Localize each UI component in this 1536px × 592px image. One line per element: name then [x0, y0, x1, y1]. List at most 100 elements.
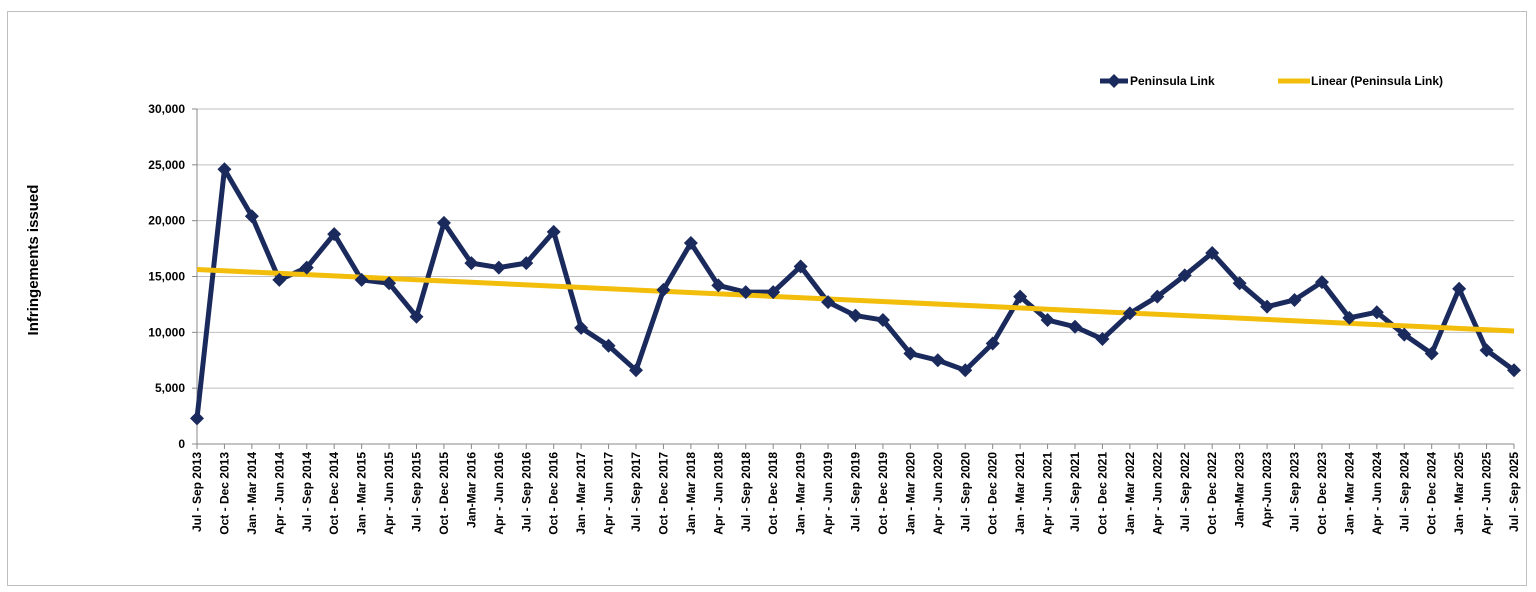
- x-tick-label: Apr - Jun 2014: [272, 452, 286, 535]
- data-point: [821, 295, 836, 310]
- data-point: [491, 260, 506, 275]
- data-point: [1287, 292, 1302, 307]
- x-tick-label: Oct - Dec 2024: [1425, 452, 1439, 535]
- data-point: [1068, 319, 1082, 334]
- data-point: [1424, 346, 1439, 361]
- data-point: [574, 320, 589, 335]
- x-tick-label: Oct - Dec 2022: [1205, 452, 1219, 535]
- data-point: [382, 276, 397, 291]
- data-point: [629, 363, 643, 378]
- data-point: [1177, 268, 1192, 283]
- data-point: [436, 215, 451, 230]
- data-point: [903, 346, 918, 361]
- x-tick-label: Jul - Sep 2019: [849, 452, 863, 532]
- x-tick-label: Jan - Mar 2024: [1342, 452, 1356, 535]
- y-axis-title: Infringements issued: [25, 185, 42, 336]
- data-point: [1122, 306, 1137, 321]
- data-point: [1260, 299, 1275, 314]
- x-tick-label: Jan - Mar 2020: [903, 452, 917, 535]
- data-point: [1452, 281, 1467, 296]
- x-tick-label: Jan-Mar 2023: [1233, 452, 1247, 528]
- x-tick-label: Jan - Mar 2018: [684, 452, 698, 535]
- data-point: [985, 336, 1000, 351]
- x-tick-label: Apr - Jun 2019: [821, 452, 835, 535]
- data-point: [519, 256, 534, 271]
- legend-label: Linear (Peninsula Link): [1311, 74, 1443, 88]
- x-tick-label: Jan-Mar 2016: [464, 452, 478, 528]
- y-tick-label: 20,000: [148, 214, 185, 228]
- data-point: [656, 282, 671, 297]
- data-point: [1150, 289, 1165, 304]
- x-tick-label: Apr - Jun 2020: [931, 452, 945, 535]
- x-tick-label: Oct - Dec 2015: [437, 452, 451, 535]
- y-tick-label: 15,000: [148, 270, 185, 284]
- x-tick-label: Jul - Sep 2021: [1068, 452, 1082, 532]
- x-tick-label: Jan - Mar 2025: [1452, 452, 1466, 535]
- x-tick-label: Oct - Dec 2021: [1095, 452, 1109, 535]
- data-point: [1314, 275, 1329, 290]
- data-point: [766, 285, 781, 300]
- data-point: [683, 236, 698, 250]
- x-tick-label: Jul - Sep 2013: [190, 452, 204, 532]
- data-point: [848, 308, 863, 323]
- x-tick-label: Apr - Jun 2017: [602, 452, 616, 535]
- data-point: [244, 209, 259, 224]
- x-tick-label: Oct - Dec 2016: [547, 452, 561, 535]
- x-tick-label: Oct - Dec 2020: [986, 452, 1000, 535]
- x-tick-label: Apr - Jun 2015: [382, 452, 396, 535]
- data-point: [1397, 327, 1412, 342]
- x-tick-label: Jul - Sep 2022: [1178, 452, 1192, 532]
- data-point: [299, 260, 314, 275]
- x-tick-label: Jul - Sep 2014: [300, 452, 314, 532]
- data-point: [1040, 313, 1055, 328]
- x-tick-label: Jan - Mar 2015: [355, 452, 369, 535]
- x-tick-label: Jul - Sep 2015: [410, 452, 424, 532]
- data-point: [1479, 343, 1494, 358]
- data-point: [711, 278, 726, 293]
- x-tick-label: Jul - Sep 2018: [739, 452, 753, 532]
- x-tick-label: Jan - Mar 2019: [794, 452, 808, 535]
- data-point: [1507, 363, 1521, 378]
- data-point: [190, 411, 204, 426]
- data-point: [1232, 276, 1247, 291]
- y-tick-label: 25,000: [148, 158, 185, 172]
- data-point: [327, 227, 342, 242]
- x-tick-label: Jan - Mar 2021: [1013, 452, 1027, 535]
- legend-label: Peninsula Link: [1130, 74, 1215, 88]
- x-tick-label: Jan - Mar 2014: [245, 452, 259, 535]
- data-point: [464, 256, 479, 271]
- x-tick-label: Jul - Sep 2016: [519, 452, 533, 532]
- data-point: [958, 363, 973, 378]
- x-tick-label: Jul - Sep 2025: [1507, 452, 1521, 532]
- x-tick-label: Jul - Sep 2024: [1397, 452, 1411, 532]
- data-point: [738, 285, 753, 300]
- data-point: [1369, 305, 1384, 320]
- x-tick-label: Apr - Jun 2021: [1041, 452, 1055, 535]
- data-point: [217, 162, 232, 177]
- x-tick-label: Oct - Dec 2017: [656, 452, 670, 535]
- x-tick-label: Apr - Jun 2025: [1480, 452, 1494, 535]
- data-point: [409, 309, 424, 324]
- legend-marker-diamond: [1107, 74, 1121, 88]
- data-point: [601, 338, 616, 353]
- x-tick-label: Jul - Sep 2020: [958, 452, 972, 532]
- trendline-linear-peninsula-link: [196, 266, 1515, 334]
- x-tick-label: Jul - Sep 2017: [629, 452, 643, 532]
- data-point: [875, 313, 890, 328]
- x-tick-label: Oct - Dec 2013: [217, 452, 231, 535]
- x-tick-label: Jan - Mar 2017: [574, 452, 588, 535]
- data-point: [793, 259, 808, 274]
- y-tick-label: 30,000: [148, 102, 185, 116]
- x-tick-label: Oct - Dec 2014: [327, 452, 341, 535]
- x-tick-label: Apr - Jun 2024: [1370, 452, 1384, 535]
- x-tick-label: Oct - Dec 2023: [1315, 452, 1329, 535]
- data-point: [1095, 332, 1110, 347]
- data-point: [1205, 246, 1220, 261]
- data-point: [1013, 289, 1028, 304]
- x-tick-label: Jul - Sep 2023: [1288, 452, 1302, 532]
- chart-frame: [7, 11, 1527, 586]
- data-point: [1342, 310, 1357, 325]
- series-line-peninsula-link: [194, 166, 1516, 419]
- x-tick-label: Apr - Jun 2016: [492, 452, 506, 535]
